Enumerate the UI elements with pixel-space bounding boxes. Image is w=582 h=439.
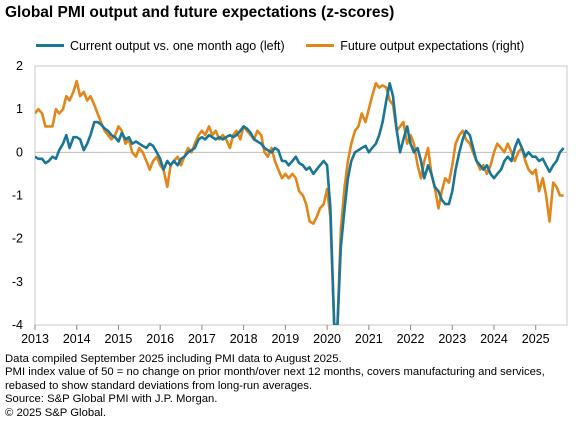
x-tick-label: 2019 [271,332,299,346]
x-tick-label: 2021 [355,332,383,346]
legend-swatch-current-output [36,44,64,47]
series-layer [35,79,565,325]
x-tick-label: 2020 [313,332,341,346]
x-tick-label: 2025 [522,332,550,346]
legend-item-future-output: Future output expectations (right) [306,39,524,53]
chart-notes: Data compiled September 2025 including P… [5,353,580,420]
plot-area [34,65,568,326]
y-tick-label: -2 [12,232,23,246]
line-chart: 2 1 0 -1 -2 -3 -4 2013 2014 2015 2016 2017 2018 2019… [12,59,568,346]
x-tick-label: 2023 [438,332,466,346]
note-source: Source: S&P Global PMI with J.P. Morgan. [5,393,218,406]
y-tick-label: 2 [16,59,23,73]
x-tick-label: 2015 [105,332,133,346]
x-tick-label: 2014 [63,332,91,346]
y-tick-label: -3 [12,275,23,289]
x-axis: 2013 2014 2015 2016 2017 2018 2019 2020 2021 2022… [21,325,550,346]
plot-border [34,65,568,326]
x-tick-label: 2016 [146,332,174,346]
note-data-compiled: Data compiled September 2025 including P… [5,353,342,365]
chart-title: Global PMI output and future expectation… [5,4,395,21]
x-tick-label: 2024 [480,332,508,346]
legend: Current output vs. one month ago (left) … [36,36,542,53]
legend-label-current-output: Current output vs. one month ago (left) [70,38,285,53]
legend-label-future-output: Future output expectations (right) [340,38,525,53]
x-tick-label: 2017 [188,332,216,346]
legend-swatch-future-output [306,44,335,47]
y-axis: 2 1 0 -1 -2 -3 -4 [12,59,23,332]
y-tick-label: 0 [16,145,23,159]
y-tick-label: -4 [12,318,23,332]
note-methodology: PMI index value of 50 = no change on pri… [5,366,545,392]
x-tick-label: 2022 [397,332,425,346]
y-tick-label: 1 [16,102,23,116]
x-tick-label: 2018 [230,332,258,346]
note-copyright: © 2025 S&P Global. [5,406,107,419]
legend-item-current-output: Current output vs. one month ago (left) [36,39,285,53]
series-line-future-output [35,79,564,325]
y-tick-label: -1 [12,189,23,203]
series-line-current-output [35,82,565,325]
x-tick-label: 2013 [21,332,49,346]
